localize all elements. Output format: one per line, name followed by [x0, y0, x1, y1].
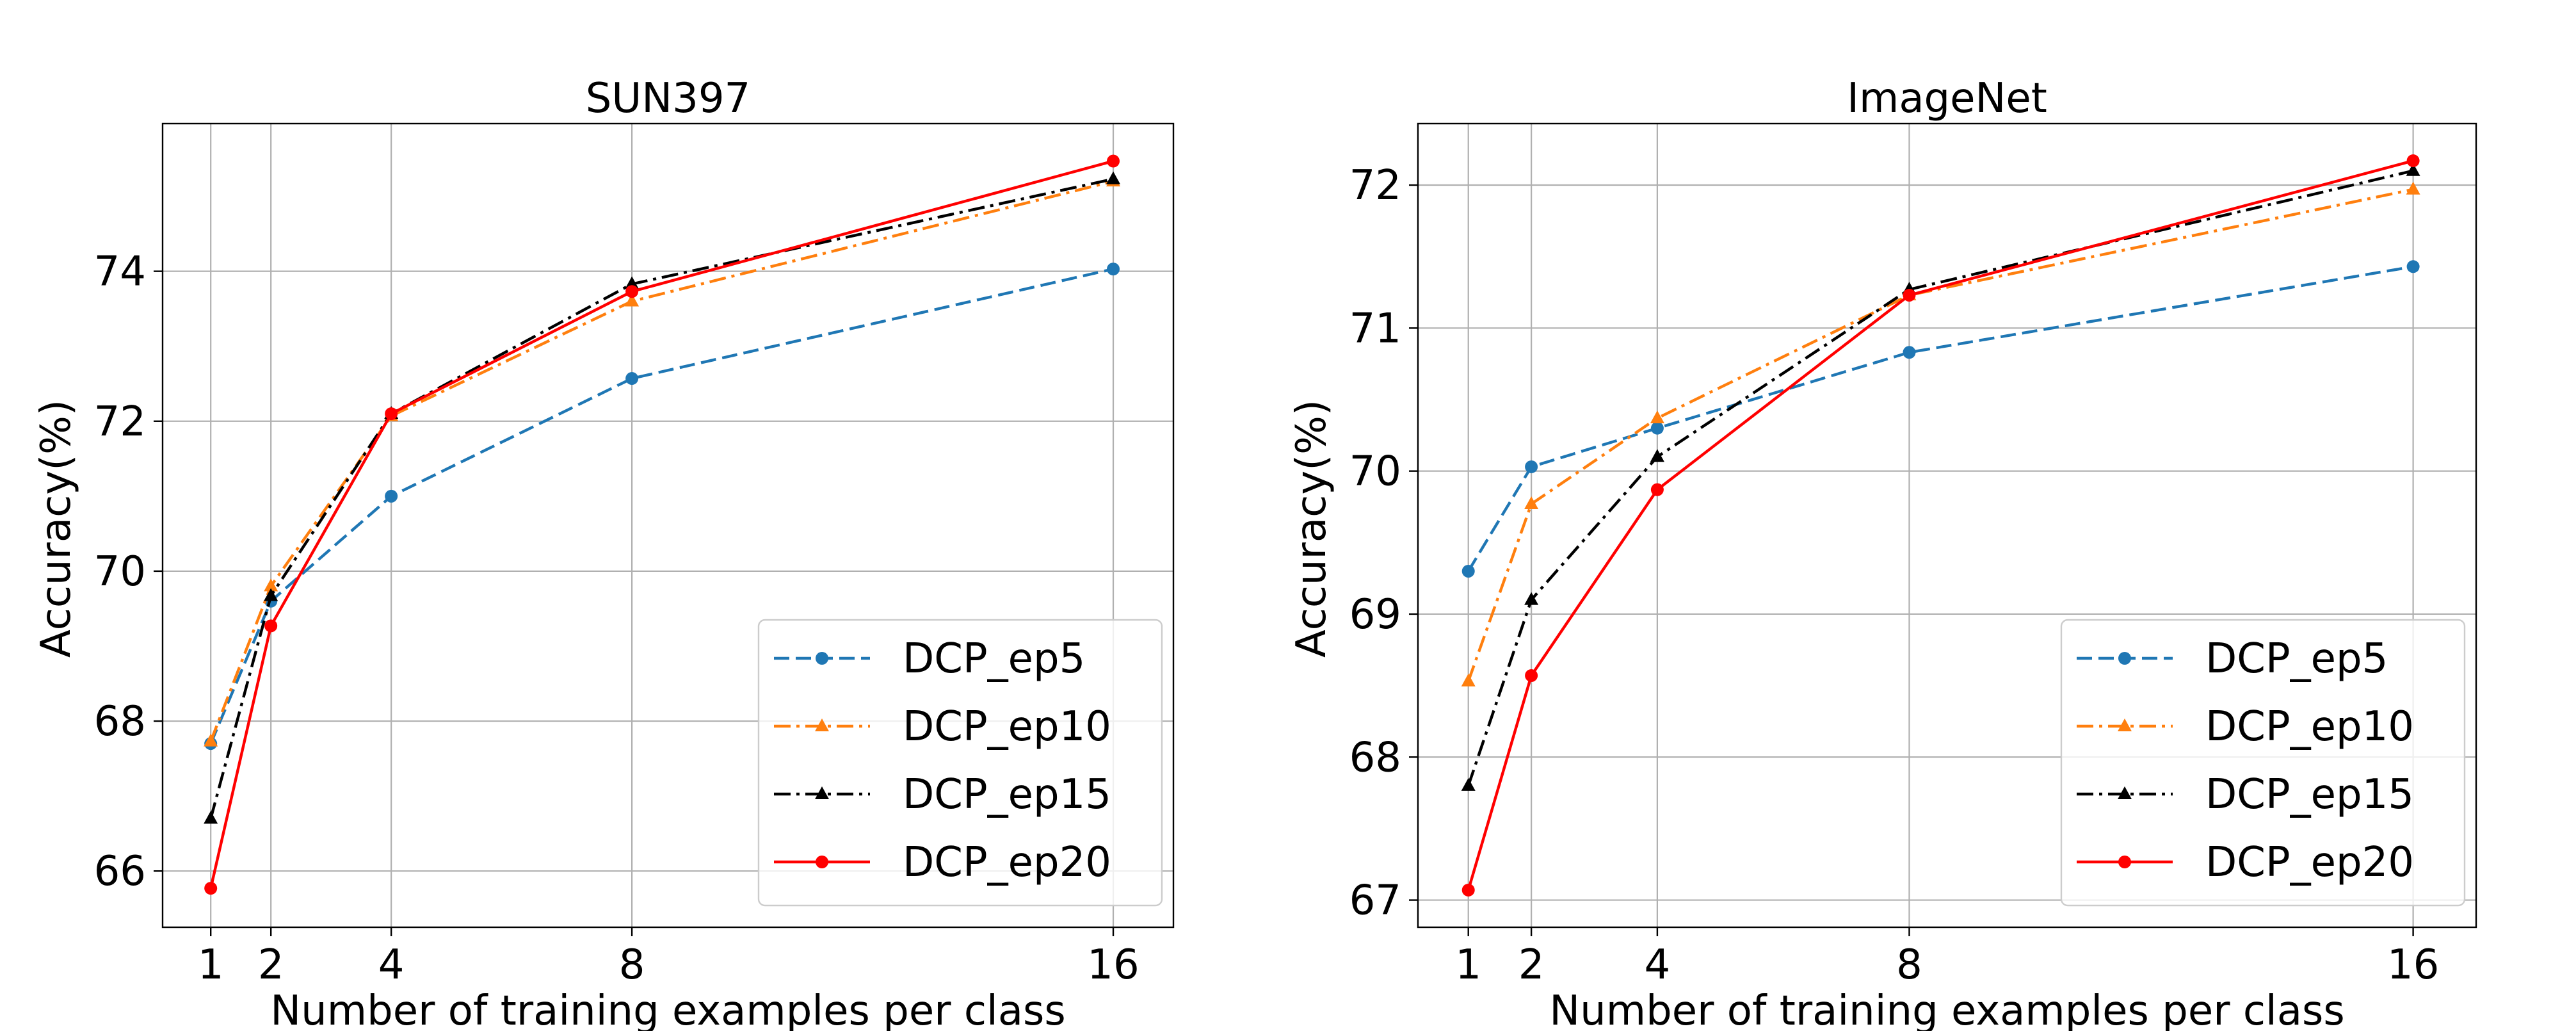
chart-panel-1: 1 2 4 8 16 66 68 70 72 74 SUN397 Number of training… — [33, 75, 1175, 1031]
series-line-dcp-ep10 — [209, 180, 1114, 742]
legend-marker — [815, 718, 829, 731]
x-tick-label: 8 — [619, 941, 645, 989]
data-point — [1903, 288, 1916, 302]
data-point — [1525, 460, 1538, 473]
series-line-dcp-ep10 — [1467, 188, 2414, 682]
legend-label: DCP_ep5 — [2205, 635, 2388, 683]
data-point — [1461, 883, 1475, 897]
data-point — [1107, 263, 1120, 276]
legend-label: DCP_ep15 — [903, 771, 1111, 818]
data-point — [1650, 449, 1664, 462]
y-tick-label: 67 — [1349, 877, 1401, 925]
data-point — [204, 733, 218, 747]
data-point — [204, 811, 218, 824]
legend-marker — [2118, 786, 2132, 799]
y-tick-label: 72 — [94, 398, 146, 446]
legend-label: DCP_ep15 — [2205, 771, 2414, 818]
x-tick-label: 1 — [198, 941, 224, 989]
data-point — [1461, 673, 1476, 686]
x-tick-label: 16 — [2387, 941, 2439, 989]
y-axis-label: Accuracy(%) — [33, 400, 80, 658]
legend-label: DCP_ep20 — [903, 839, 1111, 886]
legend-marker — [816, 856, 828, 868]
data-point — [1524, 496, 1539, 510]
data-point — [1650, 421, 1664, 435]
legend-marker — [2118, 856, 2131, 868]
legend-marker — [2118, 652, 2131, 665]
data-point — [264, 588, 278, 601]
data-point — [625, 285, 639, 298]
data-point — [1903, 346, 1916, 359]
legend: DCP_ep5 DCP_ep10 DCP_ep15 DCP_ep20 — [757, 619, 1163, 907]
data-point — [1461, 564, 1475, 578]
chart-panel-2: 1 2 4 8 16 67 68 69 70 71 72 ImageNet Number of trai… — [1288, 75, 2477, 1031]
legend-box — [757, 619, 1163, 907]
x-tick-label: 2 — [1518, 941, 1545, 989]
data-point — [1650, 483, 1664, 496]
data-point — [2406, 260, 2420, 273]
data-point — [1525, 669, 1538, 682]
legend-label: DCP_ep10 — [2205, 703, 2414, 751]
data-point — [2406, 163, 2420, 176]
data-point — [2406, 154, 2420, 168]
y-tick-label: 68 — [1349, 734, 1401, 781]
data-point — [1106, 171, 1121, 184]
x-axis-label: Number of training examples per class — [270, 987, 1065, 1031]
data-point — [625, 372, 639, 386]
y-tick-label: 74 — [94, 248, 146, 296]
y-tick-label: 71 — [1349, 305, 1401, 352]
chart-title: ImageNet — [1847, 75, 2047, 122]
legend: DCP_ep5 DCP_ep10 DCP_ep15 DCP_ep20 — [2060, 619, 2466, 907]
legend-label: DCP_ep5 — [903, 635, 1085, 683]
data-point — [264, 619, 278, 633]
data-point — [385, 407, 398, 421]
data-point — [264, 578, 278, 592]
data-point — [1524, 592, 1539, 605]
x-tick-label: 2 — [258, 941, 284, 989]
legend-label: DCP_ep10 — [903, 703, 1111, 751]
legend-label: DCP_ep20 — [2205, 839, 2414, 886]
y-tick-label: 72 — [1349, 162, 1401, 209]
data-point — [1107, 154, 1120, 168]
data-point — [1461, 777, 1476, 791]
legend-marker — [816, 652, 828, 665]
y-axis-label: Accuracy(%) — [1288, 400, 1335, 658]
chart-title: SUN397 — [586, 75, 751, 122]
y-tick-label: 70 — [1349, 448, 1401, 496]
data-point — [1650, 410, 1664, 424]
y-tick-label: 69 — [1349, 591, 1401, 638]
x-axis-label: Number of training examples per class — [1549, 987, 2344, 1031]
x-tick-label: 16 — [1087, 941, 1139, 989]
x-tick-label: 8 — [1896, 941, 1922, 989]
x-tick-label: 4 — [1645, 941, 1671, 989]
data-point — [385, 489, 398, 503]
data-point — [2406, 181, 2420, 195]
legend-box — [2060, 619, 2466, 907]
y-tick-label: 70 — [94, 548, 146, 596]
plot-frame — [161, 122, 1175, 929]
plot-frame — [1417, 122, 2477, 929]
y-tick-label: 66 — [94, 848, 146, 895]
x-tick-label: 4 — [378, 941, 405, 989]
legend-marker — [815, 786, 829, 799]
legend-marker — [2118, 718, 2132, 731]
x-tick-label: 1 — [1455, 941, 1481, 989]
series-line-dcp-ep5 — [1467, 265, 2413, 572]
data-point — [625, 276, 640, 289]
data-point — [625, 293, 640, 307]
data-point — [204, 882, 218, 895]
y-tick-label: 68 — [94, 698, 146, 745]
